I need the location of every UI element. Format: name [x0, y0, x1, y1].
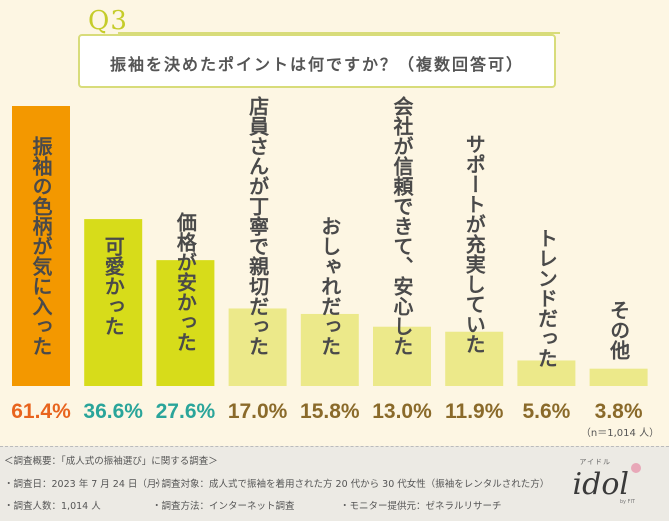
chart-title: 振袖を決めたポイントは何ですか？（複数回答可）	[109, 55, 524, 74]
value-label-8: 5.6%	[522, 400, 570, 423]
bar-5	[300, 313, 359, 386]
bar-9	[589, 368, 648, 386]
survey-footer: ＜調査概要：「成人式の振袖選び」に関する調査＞ ・調査日：2023 年 7 月 …	[0, 446, 669, 521]
category-label-9: その他	[607, 300, 631, 360]
footer-date: ・調査日：2023 年 7 月 24 日（月）	[4, 479, 166, 490]
footer-heading: ＜調査概要：「成人式の振袖選び」に関する調査＞	[4, 456, 218, 467]
category-label-7: サポートが充実していた	[462, 134, 486, 354]
value-label-1: 61.4%	[11, 400, 71, 423]
value-label-2: 36.6%	[83, 400, 143, 423]
footer-provider: ・モニター提供元：ゼネラルリサーチ	[340, 501, 502, 512]
title-accent-line	[118, 32, 560, 34]
category-label-6: 会社が信頼できて、安心した	[390, 95, 414, 356]
bar-4	[228, 308, 287, 386]
value-label-9: 3.8%	[595, 400, 643, 423]
bar-chart: 振袖の色柄が気に入った 61.4% 可愛かった 36.6% 価格が安かった 27.6% 店員…	[11, 95, 659, 439]
logo-kana: アイドル	[579, 458, 611, 466]
bar-7	[445, 331, 504, 386]
footer-count: ・調査人数：1,014 人	[4, 501, 101, 512]
category-label-8: トレンドだった	[534, 228, 558, 368]
idol-logo: idol	[572, 467, 629, 502]
category-label-2: 可愛かった	[101, 236, 125, 336]
flower-icon	[631, 463, 641, 473]
bar-3	[156, 260, 215, 386]
bar-8	[517, 360, 576, 386]
category-label-4: 店員さんが丁寧で親切だった	[246, 96, 270, 356]
category-label-1: 振袖の色柄が気に入った	[29, 136, 53, 356]
value-label-5: 15.8%	[300, 400, 360, 423]
value-label-3: 27.6%	[156, 400, 216, 423]
sample-size-note: （n＝1,014 人）	[581, 427, 659, 439]
footer-target: ・調査対象：成人式で振袖を着用された方 20 代から 30 代女性（振袖をレンタ…	[152, 479, 550, 490]
title-box: 振袖を決めたポイントは何ですか？（複数回答可）	[78, 34, 556, 88]
bar-2	[84, 219, 143, 386]
value-label-6: 13.0%	[372, 400, 432, 423]
category-label-5: おしゃれだった	[318, 216, 342, 356]
question-label: Q3	[88, 6, 128, 36]
value-label-7: 11.9%	[445, 400, 504, 423]
bar-1	[12, 106, 70, 386]
category-label-3: 価格が安かった	[173, 211, 197, 352]
value-label-4: 17.0%	[228, 400, 288, 423]
logo-sub: by FIT	[619, 499, 635, 505]
bar-6	[373, 326, 431, 386]
footer-method: ・調査方法：インターネット調査	[152, 501, 295, 512]
